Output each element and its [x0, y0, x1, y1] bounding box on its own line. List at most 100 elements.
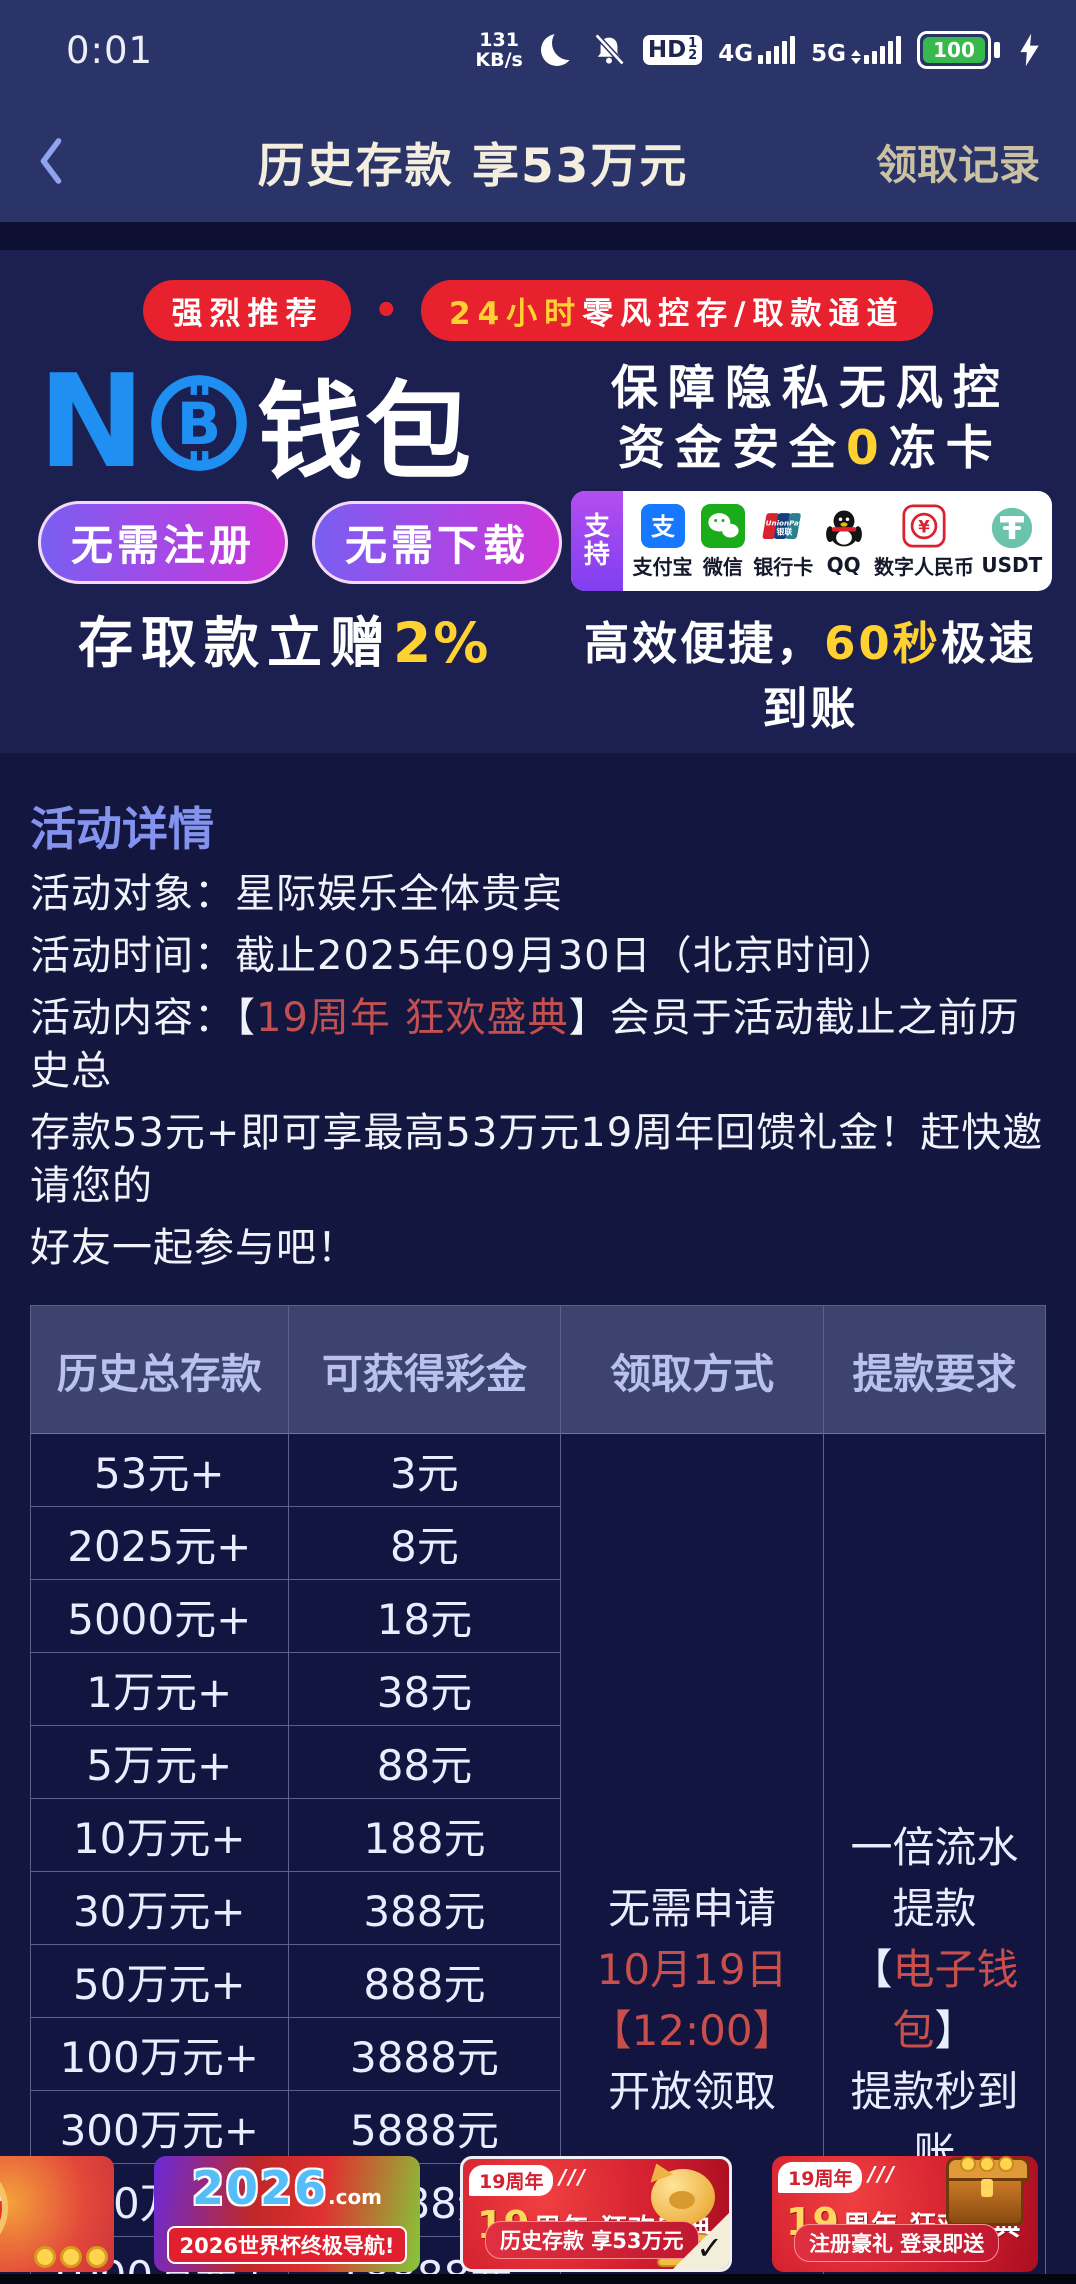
- column-deposit: 历史总存款 53元+ 2025元+ 5000元+ 1万元+ 5万元+ 10万元+…: [31, 1306, 288, 2284]
- payment-label: 微信: [702, 554, 743, 579]
- muted-bell-icon: [594, 33, 625, 66]
- deposit-bonus-line: 存取款立赠2%: [38, 598, 569, 678]
- table-row: 18元: [288, 1580, 561, 1653]
- withdraw-line2: 【电子钱包】: [830, 1939, 1039, 2061]
- table-row: 8元: [288, 1507, 561, 1580]
- details-content-pre: 活动内容：【: [30, 995, 256, 1041]
- channel-pill-rest: 零风控存/取款通道: [582, 296, 905, 332]
- no-register-pill: 无需注册: [38, 501, 289, 584]
- carousel-item-anniversary-selected[interactable]: 19周年 /// 19 周年 狂欢盛典 历史存款 享53万元 ✓: [460, 2156, 732, 2272]
- withdraw-req-cell: 一倍流水提款 【电子钱包】 提款秒到账: [823, 1434, 1045, 2284]
- bottom-edge-bar: [0, 2274, 1076, 2284]
- ribbon-slashes: ///: [559, 2165, 587, 2189]
- table-row: 53元+: [31, 1434, 288, 1507]
- column-withdraw-req: 提款要求 一倍流水提款 【电子钱包】 提款秒到账: [822, 1306, 1045, 2284]
- banner-right: 保障隐私无风控 资金安全0冻卡 支 持 支 支付宝: [569, 359, 1052, 737]
- network-speed: 131 KB/s: [475, 30, 522, 70]
- table-row: 188元: [288, 1799, 561, 1872]
- details-content-highlight: 19周年 狂欢盛典: [256, 995, 569, 1041]
- nb-wallet-logo: N B 钱包: [38, 359, 569, 495]
- worldcup-domain: .com: [327, 2184, 383, 2209]
- withdraw-line1: 一倍流水提款: [850, 1822, 1019, 1933]
- speed-post: 极速到账: [762, 617, 1037, 735]
- payment-label: 银行卡: [753, 554, 814, 579]
- support-tab: 支 持: [570, 491, 623, 591]
- signal-5g: 5G: [811, 36, 901, 66]
- worldcup-pill: 2026世界杯终极导航!: [167, 2225, 407, 2264]
- network-speed-value: 131: [479, 29, 519, 51]
- deposit-bonus-text: 存取款立赠: [78, 611, 394, 675]
- hd-frac-bottom: 2: [688, 48, 698, 63]
- payment-qq: QQ: [821, 505, 867, 577]
- digital-rmb-icon: ¥: [901, 503, 947, 549]
- payment-label: 数字人民币: [874, 554, 975, 579]
- table-row: 38元: [288, 1653, 561, 1726]
- bitcoin-icon: B: [151, 375, 247, 471]
- nav-bar: 历史存款 享53万元 领取记录: [0, 100, 1076, 222]
- golden-pig-icon: [651, 2169, 715, 2225]
- details-content-line1: 活动内容：【19周年 狂欢盛典】会员于活动截止之前历史总: [30, 992, 1046, 1098]
- carousel-item-register-gift[interactable]: 19周年 /// 19 周年 狂欢盛典 注册豪礼 登录即送: [772, 2156, 1038, 2272]
- claim-method-cell: 无需申请 10月19日 【12:00】 开放领取: [561, 1434, 823, 2284]
- table-row: 5万元+: [31, 1726, 288, 1799]
- status-icons: 131 KB/s HD 1 2 4G 5G: [475, 30, 1042, 70]
- table-row: 3元: [288, 1434, 561, 1507]
- reward-table: 历史总存款 53元+ 2025元+ 5000元+ 1万元+ 5万元+ 10万元+…: [30, 1305, 1046, 2284]
- signal-bars-icon: [758, 36, 796, 64]
- usdt-icon: [989, 505, 1035, 551]
- hd-voice-icon: HD 1 2: [642, 35, 703, 65]
- table-row: 50万元+: [31, 1945, 288, 2018]
- carousel-item-worldcup[interactable]: 2026.com 2026世界杯终极导航!: [154, 2156, 420, 2272]
- withdraw-bracket-open: 【: [850, 1944, 893, 1994]
- speed-line: 高效便捷，60秒极速到账: [569, 607, 1052, 737]
- payment-ecny: ¥ 数字人民币: [874, 503, 974, 580]
- unionpay-icon: UnionPay 银联: [760, 503, 806, 549]
- support-char1: 支: [583, 512, 610, 542]
- withdraw-bracket-close: 】: [934, 2005, 977, 2055]
- column-bonus: 可获得彩金 3元 8元 18元 38元 88元 188元 388元 888元 3…: [287, 1306, 561, 2284]
- table-row: 888元: [288, 1945, 561, 2018]
- payment-label: 支付宝: [632, 554, 693, 579]
- claim-records-button[interactable]: 领取记录: [876, 141, 1040, 189]
- carousel-item-wheel[interactable]: [0, 2156, 114, 2272]
- promo-banner: 强烈推荐 • 24小时零风控存/取款通道 N B 钱包: [0, 250, 1076, 753]
- hd-label: HD: [647, 36, 687, 63]
- signal-4g: 4G: [718, 36, 796, 66]
- svg-text:银联: 银联: [776, 526, 793, 536]
- history-deposit-pill: 历史存款 享53万元: [485, 2221, 699, 2259]
- status-bar: 0:01 131 KB/s HD 1 2 4G: [0, 0, 1076, 100]
- anniversary-ribbon: 19周年: [778, 2162, 863, 2193]
- withdraw-ewallet: 电子钱包: [892, 1944, 1019, 2055]
- table-row: 5888元: [288, 2091, 561, 2164]
- speed-highlight: 60秒: [824, 617, 941, 670]
- table-row: 300万元+: [31, 2091, 288, 2164]
- back-chevron-icon: [40, 138, 62, 184]
- anniversary-ribbon: 19周年: [469, 2165, 554, 2196]
- banner-ribbon-row: 强烈推荐 • 24小时零风控存/取款通道: [24, 280, 1052, 341]
- privacy-zero: 0: [846, 421, 889, 476]
- chest-coins-icon: [960, 2156, 1014, 2172]
- table-row: 5000元+: [31, 1580, 288, 1653]
- selected-check-icon: ✓: [696, 2229, 723, 2267]
- back-button[interactable]: [36, 136, 96, 186]
- battery-level: 100: [923, 37, 985, 63]
- prize-wheel-icon: [0, 2160, 8, 2256]
- worldcup-year: 2026: [191, 2160, 328, 2215]
- column-header: 提款要求: [823, 1306, 1045, 1434]
- do-not-disturb-moon-icon: [539, 32, 575, 68]
- column-header: 领取方式: [561, 1306, 823, 1434]
- banner-left: N B 钱包 无需注册 无需下载 存取款立赠2%: [24, 359, 569, 737]
- channel-pill-highlight: 24小时: [449, 296, 583, 332]
- payment-label: USDT: [981, 553, 1043, 577]
- qq-penguin-icon: [821, 505, 867, 551]
- claim-line3: 【12:00】: [589, 2005, 795, 2055]
- details-time: 活动时间：截止2025年09月30日（北京时间）: [30, 933, 898, 979]
- ribbon-dot: •: [373, 287, 400, 334]
- nav-divider: [0, 222, 1076, 250]
- table-row: 3888元: [288, 2018, 561, 2091]
- payment-support-box: 支 持 支 支付宝: [570, 491, 1052, 591]
- payment-wechat: 微信: [700, 503, 746, 580]
- table-row: 10万元+: [31, 1799, 288, 1872]
- charging-bolt-icon: [1020, 33, 1039, 67]
